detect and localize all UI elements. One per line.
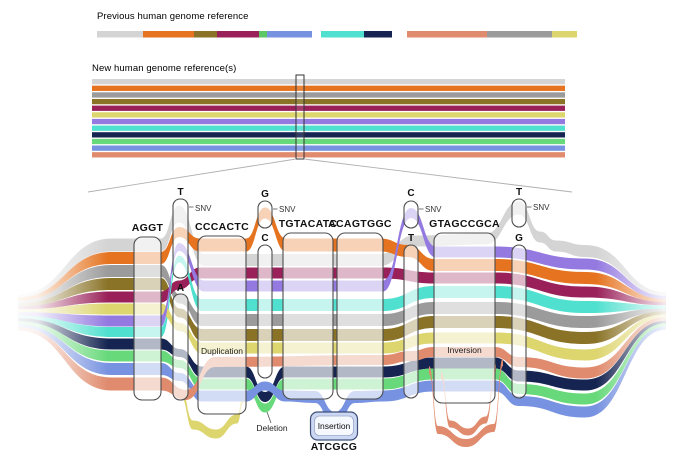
haplotype-bar-purple <box>92 118 565 125</box>
magnifier-box <box>295 74 305 160</box>
snv-base-bottom-2: C <box>261 233 268 244</box>
haplotype-bar-yellow <box>92 112 565 118</box>
insertion-box-inner <box>314 415 354 436</box>
node-aggt <box>133 236 162 401</box>
right-fade <box>596 222 700 418</box>
snv-node-t-top-1 <box>172 198 189 279</box>
insertion-sequence-label: ATCGCG <box>311 441 358 453</box>
previous-ref-segment-blue <box>267 31 312 38</box>
zoom-connector-line-right <box>303 158 573 193</box>
insertion-label: Insertion <box>318 421 351 431</box>
previous-reference-bar <box>97 31 577 38</box>
zoom-connector-line-left <box>87 158 297 193</box>
sequence-label-acagtggc: ACAGTGGC <box>328 218 392 230</box>
snv-node-t-bottom-3 <box>403 244 419 399</box>
previous-ref-segment-gray <box>487 31 552 38</box>
previous-reference-title: Previous human genome reference <box>97 11 249 22</box>
inversion-loop-inner <box>441 364 496 436</box>
node-acagtggc <box>336 232 384 400</box>
sequence-label-cccactc: CCCACTC <box>195 221 249 233</box>
previous-ref-segment-orange <box>143 31 194 38</box>
snv-base-top-3: C <box>407 188 414 199</box>
snv-node-g-top-2 <box>257 200 273 229</box>
deletion-label: Deletion <box>256 423 287 433</box>
snv-tag-1: SNV <box>195 204 212 213</box>
snv-base-top-4: T <box>516 187 522 198</box>
ribbon-gray <box>18 265 666 328</box>
snv-node-c-bottom-2 <box>257 244 273 379</box>
snv-node-c-top-3 <box>403 200 419 229</box>
snv-base-bottom-1: A <box>177 283 184 294</box>
new-reference-title: New human genome reference(s) <box>92 63 237 74</box>
left-fade <box>0 222 108 418</box>
ribbon-blue <box>18 324 666 430</box>
duplication-label: Duplication <box>201 346 243 356</box>
haplotype-bar-maroon <box>92 105 565 111</box>
sankey-nodes <box>133 198 527 415</box>
previous-ref-segment-salmon <box>407 31 487 38</box>
ribbon-olive <box>18 278 666 344</box>
sequence-label-tgtacatc: TGTACATC <box>279 218 338 230</box>
node-cccactc <box>197 235 247 415</box>
haplotype-bar-navy <box>92 132 565 138</box>
snv-base-bottom-4: G <box>515 233 523 244</box>
snv-tag-3: SNV <box>425 205 442 214</box>
previous-ref-segment-maroon <box>217 31 259 38</box>
snv-node-a-bottom-1 <box>172 293 189 401</box>
previous-ref-segment-turquoise <box>321 31 364 38</box>
inversion-label: Inversion <box>447 345 482 355</box>
ribbon-lightgray <box>18 201 666 298</box>
sequence-label-aggt: AGGT <box>132 222 164 234</box>
haplotype-bar-blue <box>92 145 565 151</box>
deletion-pointer-line <box>266 411 272 424</box>
node-gtagccgca <box>433 232 496 404</box>
new-reference-bars <box>92 79 565 158</box>
snv-base-top-2: G <box>261 189 269 200</box>
snv-tag-2: SNV <box>279 205 296 214</box>
ribbon-maroon <box>18 267 666 310</box>
sequence-label-gtagccgca: GTAGCCGCA <box>429 218 500 230</box>
haplotype-bar-green <box>92 138 565 145</box>
snv-base-bottom-3: T <box>408 233 414 244</box>
haplotype-bar-orange <box>92 85 565 91</box>
previous-ref-segment-yellow <box>552 31 577 38</box>
duplication-loop <box>181 388 244 439</box>
haplotype-bar-salmon <box>92 152 565 158</box>
haplotype-bar-olive <box>92 98 565 105</box>
haplotype-bar-turquoise <box>92 125 565 131</box>
haplotype-bar-gray <box>92 92 565 98</box>
haplotype-bar-lightgray <box>92 79 565 85</box>
snv-tag-4: SNV <box>533 203 550 212</box>
previous-ref-segment-lightgray <box>97 31 143 38</box>
previous-ref-segment-olive <box>194 31 217 38</box>
node-tgtacatc <box>282 232 334 400</box>
previous-ref-segment-green_bright <box>259 31 267 38</box>
snv-base-top-1: T <box>177 187 183 198</box>
snv-node-g-bottom-4 <box>511 244 527 399</box>
previous-ref-segment-navy <box>364 31 392 38</box>
snv-node-t-top-4 <box>511 198 527 228</box>
